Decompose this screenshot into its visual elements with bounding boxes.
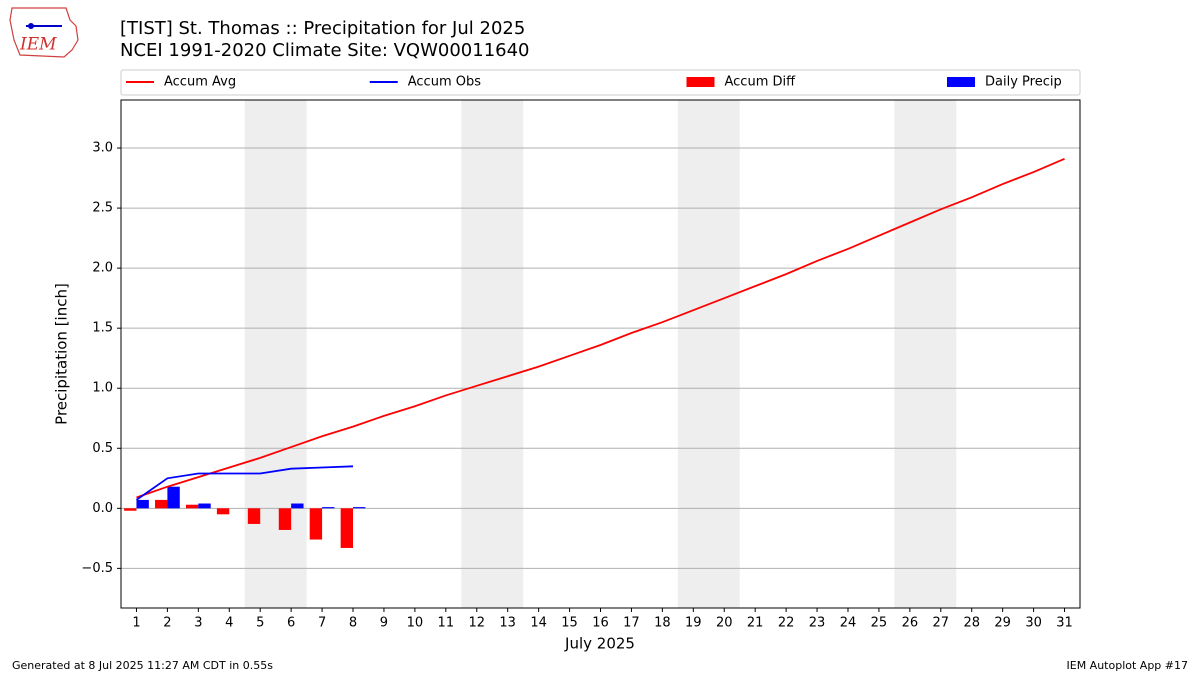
y-tick-label: 2.5 xyxy=(92,201,113,216)
x-tick-label: 18 xyxy=(654,616,671,631)
x-tick-label: 13 xyxy=(499,616,516,631)
bar xyxy=(291,503,304,509)
weekend-shade xyxy=(244,100,307,608)
x-tick-label: 31 xyxy=(1056,616,1073,631)
bar xyxy=(185,504,199,509)
x-tick-label: 6 xyxy=(287,616,295,631)
x-tick-label: 20 xyxy=(716,616,733,631)
logo-text: IEM xyxy=(19,35,57,55)
y-tick-label: 1.5 xyxy=(92,321,113,336)
legend-label: Accum Avg xyxy=(164,75,236,90)
x-tick-label: 25 xyxy=(871,616,888,631)
chart-title: [TIST] St. Thomas :: Precipitation for J… xyxy=(120,18,525,39)
legend-label: Daily Precip xyxy=(985,75,1062,90)
x-tick-label: 10 xyxy=(407,616,424,631)
bar xyxy=(167,486,180,509)
bar xyxy=(278,508,292,530)
y-tick-label: 2.0 xyxy=(92,261,113,276)
y-axis-label: Precipitation [inch] xyxy=(53,283,71,425)
x-tick-label: 22 xyxy=(778,616,795,631)
bar xyxy=(309,508,323,540)
y-tick-label: 0.5 xyxy=(92,441,113,456)
x-tick-label: 2 xyxy=(163,616,171,631)
chart-subtitle: NCEI 1991-2020 Climate Site: VQW00011640 xyxy=(120,40,530,61)
x-tick-label: 16 xyxy=(592,616,609,631)
x-tick-label: 9 xyxy=(380,616,388,631)
legend-label: Accum Diff xyxy=(725,75,797,90)
x-tick-label: 11 xyxy=(438,616,455,631)
x-tick-label: 19 xyxy=(685,616,702,631)
x-tick-label: 23 xyxy=(809,616,826,631)
x-tick-label: 17 xyxy=(623,616,640,631)
bar xyxy=(216,508,230,515)
x-tick-label: 15 xyxy=(561,616,578,631)
x-tick-label: 3 xyxy=(194,616,202,631)
weekend-shade xyxy=(894,100,957,608)
legend-label: Accum Obs xyxy=(408,75,481,90)
logo-outline xyxy=(9,7,79,58)
x-tick-label: 8 xyxy=(349,616,357,631)
plot-frame xyxy=(120,99,1081,609)
x-tick-label: 21 xyxy=(747,616,764,631)
x-tick-label: 4 xyxy=(225,616,233,631)
legend-box xyxy=(120,69,1081,96)
line xyxy=(135,465,354,501)
weekend-shade xyxy=(677,100,740,608)
y-tick-label: 0.0 xyxy=(92,501,113,516)
x-tick-label: 30 xyxy=(1025,616,1042,631)
bar xyxy=(340,508,354,548)
bar xyxy=(247,508,261,524)
legend-swatch xyxy=(947,77,975,87)
weekend-shade xyxy=(461,100,524,608)
x-tick-label: 24 xyxy=(840,616,857,631)
footer-left: Generated at 8 Jul 2025 11:27 AM CDT in … xyxy=(12,659,273,672)
x-tick-label: 14 xyxy=(530,616,547,631)
logo-dot xyxy=(28,23,34,29)
bar xyxy=(322,507,335,509)
bar xyxy=(155,499,168,509)
y-tick-label: −0.5 xyxy=(81,561,113,576)
x-tick-label: 5 xyxy=(256,616,264,631)
x-tick-label: 29 xyxy=(994,616,1011,631)
logo: IEM xyxy=(9,7,79,58)
x-tick-label: 7 xyxy=(318,616,326,631)
bar xyxy=(198,503,211,509)
line xyxy=(136,158,1065,499)
footer-right: IEM Autoplot App #17 xyxy=(1067,659,1189,672)
legend-swatch xyxy=(686,77,715,87)
bar xyxy=(353,507,366,509)
bar xyxy=(124,508,137,511)
x-tick-label: 27 xyxy=(933,616,950,631)
x-tick-label: 28 xyxy=(963,616,980,631)
x-tick-label: 12 xyxy=(468,616,485,631)
x-tick-label: 26 xyxy=(902,616,919,631)
bar xyxy=(136,499,149,509)
x-tick-label: 1 xyxy=(132,616,140,631)
y-tick-label: 3.0 xyxy=(92,141,113,156)
x-axis-label: July 2025 xyxy=(564,635,635,653)
y-tick-label: 1.0 xyxy=(92,381,113,396)
